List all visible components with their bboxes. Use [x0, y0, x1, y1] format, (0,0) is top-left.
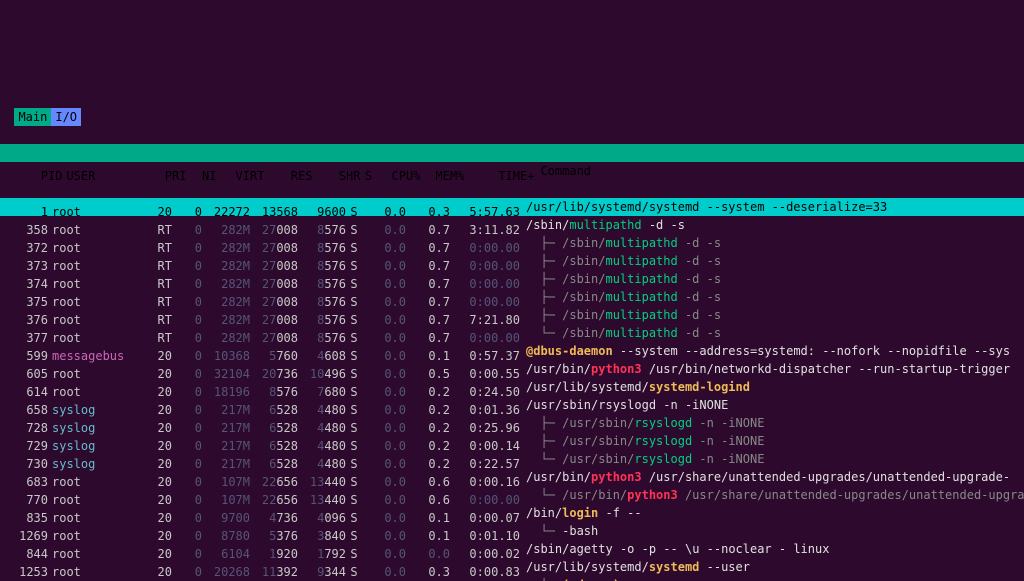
- hdr-s[interactable]: S: [360, 167, 376, 185]
- process-row[interactable]: 658syslog200217M65284480S0.00.20:01.36/u…: [0, 396, 1024, 414]
- command: /usr/bin/python3 /usr/bin/networkd-dispa…: [520, 360, 1010, 378]
- command: ├─ /sbin/multipathd -d -s: [520, 234, 721, 252]
- command: /sbin/multipathd -d -s: [520, 216, 685, 234]
- command: /usr/lib/systemd/systemd --user: [520, 558, 750, 576]
- process-row[interactable]: 844root200610419201792S0.00.00:00.02/sbi…: [0, 540, 1024, 558]
- command: └─ (sd-pam): [520, 576, 620, 581]
- process-row[interactable]: 614root2001819685767680S0.00.20:24.50/us…: [0, 378, 1024, 396]
- process-list[interactable]: 1root20022272135689600S0.00.35:57.63/usr…: [0, 198, 1024, 581]
- command: ├─ /usr/sbin/rsyslogd -n -iNONE: [520, 432, 764, 450]
- process-row[interactable]: 728syslog200217M65284480S0.00.20:25.96 ├…: [0, 414, 1024, 432]
- process-row[interactable]: 1253root20020268113929344S0.00.30:00.83/…: [0, 558, 1024, 576]
- hdr-ni[interactable]: NI: [186, 167, 216, 185]
- command: ├─ /sbin/multipathd -d -s: [520, 270, 721, 288]
- tab-io[interactable]: I/O: [51, 108, 81, 126]
- process-row[interactable]: 373rootRT0282M270088576S0.00.70:00.00 ├─…: [0, 252, 1024, 270]
- hdr-cmd[interactable]: Command: [534, 162, 591, 180]
- command: @dbus-daemon --system --address=systemd:…: [520, 342, 1010, 360]
- hdr-time[interactable]: TIME+: [464, 167, 534, 185]
- command: ├─ /usr/sbin/rsyslogd -n -iNONE: [520, 414, 764, 432]
- tab-bar: MainI/O: [0, 90, 1024, 108]
- process-row[interactable]: 605root200321042073610496S0.00.50:00.55/…: [0, 360, 1024, 378]
- process-row[interactable]: 729syslog200217M65284480S0.00.20:00.14 ├…: [0, 432, 1024, 450]
- process-row[interactable]: 835root200970047364096S0.00.10:00.07/bin…: [0, 504, 1024, 522]
- command: └─ /usr/bin/python3 /usr/share/unattende…: [520, 486, 1024, 504]
- process-row[interactable]: 372rootRT0282M270088576S0.00.70:00.00 ├─…: [0, 234, 1024, 252]
- command: ├─ /sbin/multipathd -d -s: [520, 306, 721, 324]
- process-row[interactable]: 730syslog200217M65284480S0.00.20:22.57 └…: [0, 450, 1024, 468]
- process-row[interactable]: 1255root2002115636401920S0.00.10:00.00 └…: [0, 576, 1024, 581]
- command: /usr/lib/systemd/systemd-logind: [520, 378, 750, 396]
- hdr-shr[interactable]: SHR: [312, 167, 360, 185]
- hdr-pid[interactable]: PID: [14, 167, 62, 185]
- hdr-pri[interactable]: PRI: [156, 167, 186, 185]
- command: /usr/lib/systemd/systemd --system --dese…: [520, 198, 887, 216]
- command: └─ -bash: [520, 522, 598, 540]
- column-header[interactable]: PIDUSERPRINIVIRTRESSHRSCPU%MEM%TIME+Comm…: [0, 144, 1024, 162]
- process-row[interactable]: 683root200107M2265613440S0.00.60:00.16/u…: [0, 468, 1024, 486]
- process-row[interactable]: 1269root200878053763840S0.00.10:01.10 └─…: [0, 522, 1024, 540]
- hdr-virt[interactable]: VIRT: [216, 167, 264, 185]
- command: └─ /usr/sbin/rsyslogd -n -iNONE: [520, 450, 764, 468]
- hdr-user[interactable]: USER: [62, 167, 156, 185]
- command: ├─ /sbin/multipathd -d -s: [520, 288, 721, 306]
- command: ├─ /sbin/multipathd -d -s: [520, 252, 721, 270]
- command: └─ /sbin/multipathd -d -s: [520, 324, 721, 342]
- command: /sbin/agetty -o -p -- \u --noclear - lin…: [520, 540, 829, 558]
- command: /usr/sbin/rsyslogd -n -iNONE: [520, 396, 728, 414]
- hdr-res[interactable]: RES: [264, 167, 312, 185]
- process-row[interactable]: 374rootRT0282M270088576S0.00.70:00.00 ├─…: [0, 270, 1024, 288]
- command: /usr/bin/python3 /usr/share/unattended-u…: [520, 468, 1010, 486]
- tab-main[interactable]: Main: [14, 108, 51, 126]
- hdr-mem[interactable]: MEM%: [420, 167, 464, 185]
- hdr-cpu[interactable]: CPU%: [376, 167, 420, 185]
- process-row[interactable]: 770root200107M2265613440S0.00.60:00.00 └…: [0, 486, 1024, 504]
- process-row[interactable]: 599messagebus2001036857604608S0.00.10:57…: [0, 342, 1024, 360]
- process-row[interactable]: 1root20022272135689600S0.00.35:57.63/usr…: [0, 198, 1024, 216]
- process-row[interactable]: 376rootRT0282M270088576S0.00.77:21.80 ├─…: [0, 306, 1024, 324]
- command: /bin/login -f --: [520, 504, 642, 522]
- process-row[interactable]: 358rootRT0282M270088576S0.00.73:11.82/sb…: [0, 216, 1024, 234]
- process-row[interactable]: 377rootRT0282M270088576S0.00.70:00.00 └─…: [0, 324, 1024, 342]
- process-row[interactable]: 375rootRT0282M270088576S0.00.70:00.00 ├─…: [0, 288, 1024, 306]
